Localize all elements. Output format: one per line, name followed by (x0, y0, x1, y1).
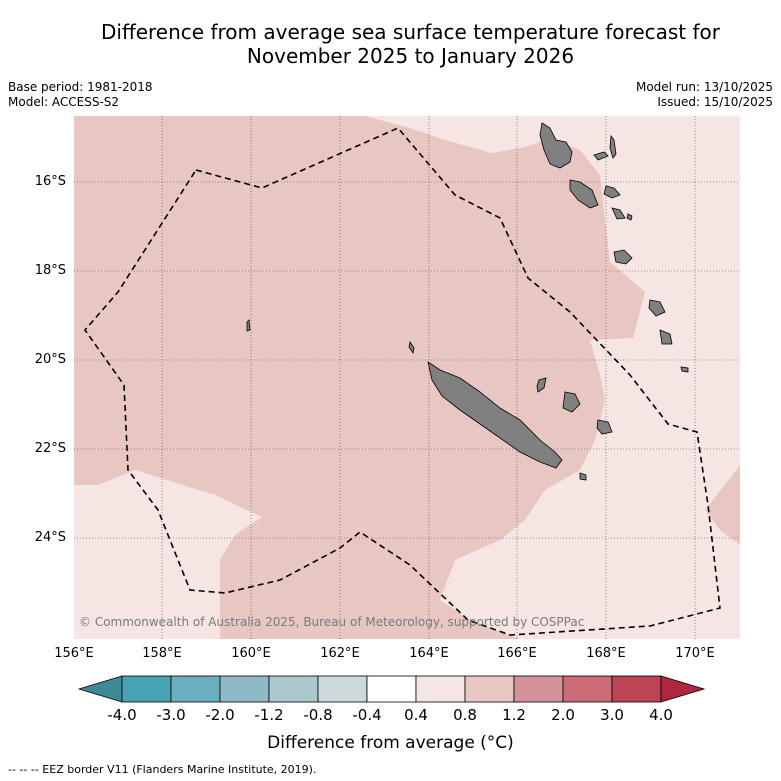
belep-islands (408, 340, 415, 355)
lon-label-158e: 158°E (142, 646, 182, 661)
vanuatu-espiritu-santo (539, 122, 573, 169)
colorbar-tick-label: -0.8 (303, 706, 333, 724)
eez-legend: -- -- -- EEZ border V11 (Flanders Marine… (8, 763, 317, 776)
colorbar-extend-high (660, 675, 706, 703)
new-caledonia-grande-terre (427, 361, 563, 469)
colorbar-tick-label: 1.2 (502, 706, 526, 724)
vanuatu-epi (611, 207, 626, 220)
colorbar-swatch (464, 675, 515, 703)
model-name: Model: ACCESS-S2 (8, 95, 120, 109)
colorbar-swatch (268, 675, 319, 703)
vanuatu-pentecost (603, 185, 621, 199)
copyright-text: © Commonwealth of Australia 2025, Bureau… (79, 615, 584, 629)
colorbar-tick-label: -3.0 (156, 706, 186, 724)
lon-label-166e: 166°E (497, 646, 537, 661)
loyalty-lifou (562, 391, 581, 413)
colorbar-tick-label: 3.0 (600, 706, 624, 724)
lat-label-20s: 20°S (34, 352, 66, 367)
colorbar-tick-label: -2.0 (205, 706, 235, 724)
colorbar-tick-label: -4.0 (107, 706, 137, 724)
eez-border (83, 127, 721, 636)
vanuatu-malekula (569, 179, 599, 209)
lat-label-24s: 24°S (34, 530, 66, 545)
lon-label-170e: 170°E (675, 646, 715, 661)
colorbar-swatch (611, 675, 662, 703)
colorbar-swatch (513, 675, 564, 703)
colorbar-tick-label: 0.8 (453, 706, 477, 724)
loyalty-mare (596, 419, 613, 435)
colorbar-swatch (366, 675, 417, 703)
vanuatu-erromango (648, 299, 666, 317)
ile-des-pins (579, 472, 587, 481)
base-period: Base period: 1981-2018 (8, 80, 153, 94)
lat-label-16s: 16°S (34, 174, 66, 189)
colorbar-tick-label: 0.4 (404, 706, 428, 724)
colorbar-swatch (317, 675, 368, 703)
vanuatu-efate (613, 249, 633, 265)
vanuatu-tanna (659, 329, 673, 345)
lon-label-168e: 168°E (586, 646, 626, 661)
colorbar-extend-low (77, 675, 123, 703)
anomaly-region-low-southwest (74, 470, 262, 639)
title-line-2: November 2025 to January 2026 (246, 44, 575, 68)
colorbar-title: Difference from average (°C) (267, 733, 514, 753)
vanuatu-maewo (609, 134, 617, 159)
title-line-1: Difference from average sea surface temp… (100, 20, 720, 44)
colorbar-swatch (219, 675, 270, 703)
lon-label-164e: 164°E (409, 646, 449, 661)
colorbar-swatch (170, 675, 221, 703)
lon-label-162e: 162°E (320, 646, 360, 661)
lat-label-22s: 22°S (34, 441, 66, 456)
chesterfield-reef (246, 319, 251, 332)
lon-label-156e: 156°E (54, 646, 94, 661)
lon-label-160e: 160°E (231, 646, 271, 661)
map-title: Difference from average sea surface temp… (0, 20, 781, 68)
anomaly-region-low-north (365, 116, 740, 639)
meta-right: Model run: 13/10/2025 Issued: 15/10/2025 (636, 80, 773, 110)
vanuatu-ambae (593, 151, 609, 161)
colorbar-tick-label: 2.0 (551, 706, 575, 724)
vanuatu-shepherds (626, 213, 633, 221)
lat-label-18s: 18°S (34, 263, 66, 278)
model-run: Model run: 13/10/2025 (635, 80, 773, 94)
issued-date: Issued: 15/10/2025 (657, 95, 773, 109)
colorbar-tick-label: 4.0 (649, 706, 673, 724)
colorbar-tick-label: -1.2 (254, 706, 284, 724)
colorbar-swatch (121, 675, 172, 703)
colorbar-swatch (415, 675, 466, 703)
colorbar-swatch (562, 675, 613, 703)
graticule (74, 116, 740, 639)
meta-left: Base period: 1981-2018 Model: ACCESS-S2 (8, 80, 153, 110)
loyalty-ouvea (536, 377, 547, 393)
colorbar-tick-label: -0.4 (352, 706, 382, 724)
land-masses (246, 122, 689, 481)
vanuatu-aneityum (680, 366, 689, 373)
